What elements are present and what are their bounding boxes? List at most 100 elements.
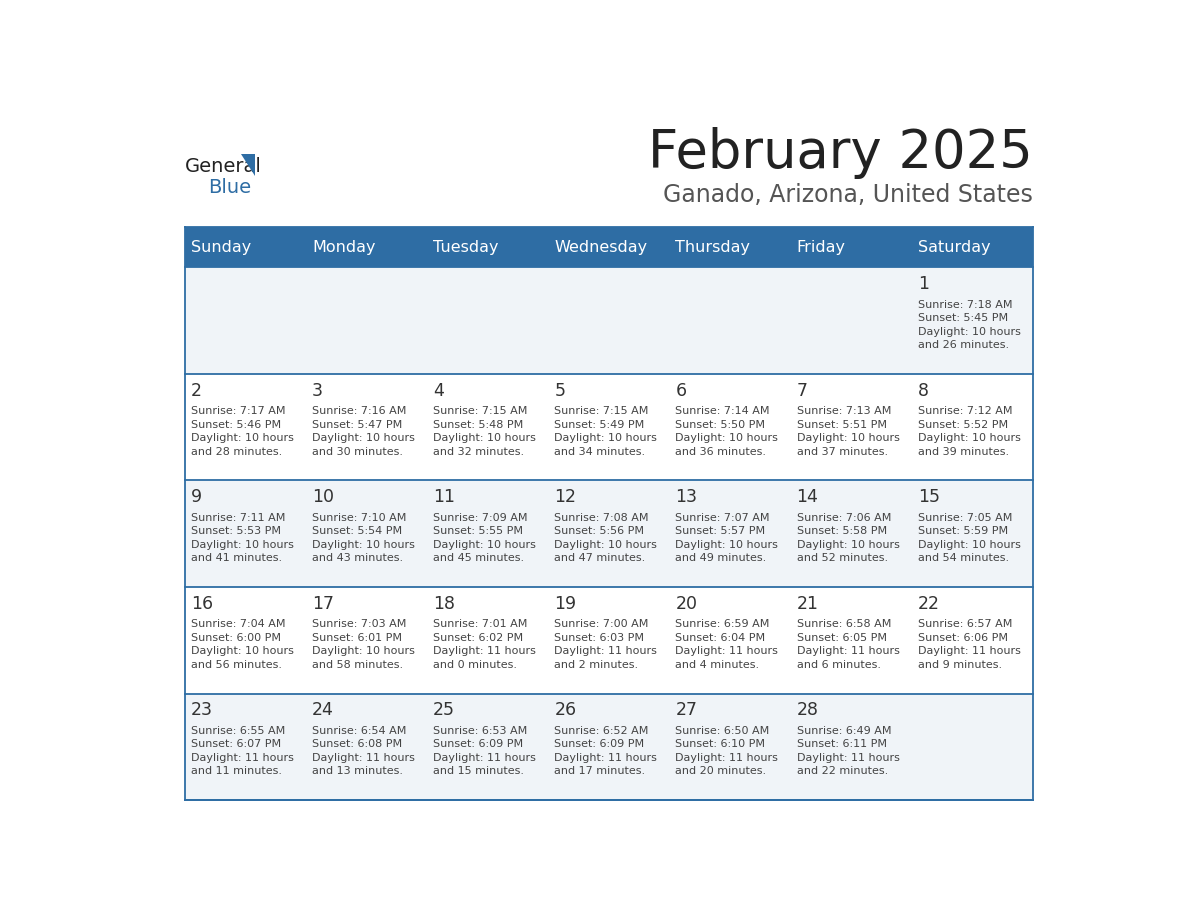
Text: Daylight: 10 hours: Daylight: 10 hours: [676, 540, 778, 550]
Text: and 0 minutes.: and 0 minutes.: [434, 660, 517, 670]
Text: 22: 22: [917, 595, 940, 612]
Text: Daylight: 10 hours: Daylight: 10 hours: [312, 540, 415, 550]
Text: Daylight: 10 hours: Daylight: 10 hours: [191, 433, 293, 443]
Bar: [911, 374, 1032, 480]
Text: and 17 minutes.: and 17 minutes.: [555, 767, 645, 777]
Text: Daylight: 10 hours: Daylight: 10 hours: [917, 327, 1020, 337]
Text: 24: 24: [312, 701, 334, 719]
Bar: [185, 587, 307, 693]
Bar: [549, 587, 669, 693]
Text: Sunset: 6:09 PM: Sunset: 6:09 PM: [434, 739, 524, 749]
Text: and 28 minutes.: and 28 minutes.: [191, 446, 283, 456]
Bar: [669, 227, 790, 267]
Text: Sunset: 6:06 PM: Sunset: 6:06 PM: [917, 633, 1007, 643]
Text: Wednesday: Wednesday: [555, 240, 647, 254]
Bar: [185, 374, 307, 480]
Text: Sunset: 5:59 PM: Sunset: 5:59 PM: [917, 526, 1007, 536]
Text: Sunset: 6:05 PM: Sunset: 6:05 PM: [797, 633, 886, 643]
Text: Daylight: 10 hours: Daylight: 10 hours: [555, 433, 657, 443]
Text: 4: 4: [434, 382, 444, 399]
Text: Daylight: 10 hours: Daylight: 10 hours: [312, 646, 415, 656]
Text: 1: 1: [917, 274, 929, 293]
Bar: [549, 227, 669, 267]
Text: and 2 minutes.: and 2 minutes.: [555, 660, 638, 670]
Text: Sunrise: 7:07 AM: Sunrise: 7:07 AM: [676, 513, 770, 522]
Text: 2: 2: [191, 382, 202, 399]
Text: 26: 26: [555, 701, 576, 719]
Text: Sunrise: 6:59 AM: Sunrise: 6:59 AM: [676, 620, 770, 629]
Text: Daylight: 11 hours: Daylight: 11 hours: [555, 753, 657, 763]
Text: Daylight: 10 hours: Daylight: 10 hours: [434, 540, 536, 550]
Text: Daylight: 10 hours: Daylight: 10 hours: [917, 433, 1020, 443]
Text: Daylight: 10 hours: Daylight: 10 hours: [191, 646, 293, 656]
Bar: [428, 227, 549, 267]
Text: 10: 10: [312, 488, 334, 506]
Text: Sunset: 6:08 PM: Sunset: 6:08 PM: [312, 739, 403, 749]
Text: Daylight: 11 hours: Daylight: 11 hours: [676, 646, 778, 656]
Text: Sunrise: 6:49 AM: Sunrise: 6:49 AM: [797, 726, 891, 736]
Text: and 30 minutes.: and 30 minutes.: [312, 446, 403, 456]
Text: and 54 minutes.: and 54 minutes.: [917, 554, 1009, 563]
Text: Daylight: 10 hours: Daylight: 10 hours: [191, 540, 293, 550]
Text: Sunrise: 7:16 AM: Sunrise: 7:16 AM: [312, 406, 406, 416]
Text: Sunrise: 7:18 AM: Sunrise: 7:18 AM: [917, 299, 1012, 309]
Text: Sunset: 5:51 PM: Sunset: 5:51 PM: [797, 420, 886, 430]
Text: 3: 3: [312, 382, 323, 399]
Text: 17: 17: [312, 595, 334, 612]
Bar: [185, 227, 307, 267]
Text: Sunset: 6:01 PM: Sunset: 6:01 PM: [312, 633, 402, 643]
Text: Sunrise: 6:53 AM: Sunrise: 6:53 AM: [434, 726, 527, 736]
Text: Sunrise: 7:15 AM: Sunrise: 7:15 AM: [434, 406, 527, 416]
Text: Sunrise: 7:03 AM: Sunrise: 7:03 AM: [312, 620, 406, 629]
Text: February 2025: February 2025: [647, 127, 1032, 178]
Text: Sunset: 5:54 PM: Sunset: 5:54 PM: [312, 526, 403, 536]
Text: Daylight: 11 hours: Daylight: 11 hours: [917, 646, 1020, 656]
Text: 12: 12: [555, 488, 576, 506]
Bar: [428, 587, 549, 693]
Text: Sunrise: 7:00 AM: Sunrise: 7:00 AM: [555, 620, 649, 629]
Bar: [669, 693, 790, 800]
Text: Monday: Monday: [312, 240, 375, 254]
Bar: [669, 267, 790, 374]
Text: Daylight: 11 hours: Daylight: 11 hours: [797, 753, 899, 763]
Text: and 36 minutes.: and 36 minutes.: [676, 446, 766, 456]
Text: Sunrise: 7:17 AM: Sunrise: 7:17 AM: [191, 406, 285, 416]
Text: Sunrise: 7:06 AM: Sunrise: 7:06 AM: [797, 513, 891, 522]
Text: Daylight: 10 hours: Daylight: 10 hours: [555, 540, 657, 550]
Text: Sunrise: 6:52 AM: Sunrise: 6:52 AM: [555, 726, 649, 736]
Text: Ganado, Arizona, United States: Ganado, Arizona, United States: [663, 183, 1032, 207]
Text: 6: 6: [676, 382, 687, 399]
Text: Thursday: Thursday: [676, 240, 751, 254]
Text: Sunrise: 7:11 AM: Sunrise: 7:11 AM: [191, 513, 285, 522]
Text: 15: 15: [917, 488, 940, 506]
Text: Sunset: 5:56 PM: Sunset: 5:56 PM: [555, 526, 644, 536]
Text: Daylight: 11 hours: Daylight: 11 hours: [434, 753, 536, 763]
Bar: [307, 693, 428, 800]
Text: Sunrise: 6:58 AM: Sunrise: 6:58 AM: [797, 620, 891, 629]
Text: Sunset: 5:49 PM: Sunset: 5:49 PM: [555, 420, 645, 430]
Bar: [549, 480, 669, 587]
Text: Sunrise: 6:55 AM: Sunrise: 6:55 AM: [191, 726, 285, 736]
Text: General: General: [185, 157, 261, 176]
Bar: [911, 227, 1032, 267]
Bar: [669, 587, 790, 693]
Bar: [428, 374, 549, 480]
Text: Sunset: 5:53 PM: Sunset: 5:53 PM: [191, 526, 282, 536]
Text: Blue: Blue: [208, 178, 252, 197]
Text: Daylight: 11 hours: Daylight: 11 hours: [434, 646, 536, 656]
Text: 5: 5: [555, 382, 565, 399]
Text: Daylight: 11 hours: Daylight: 11 hours: [797, 646, 899, 656]
Text: Daylight: 10 hours: Daylight: 10 hours: [797, 433, 899, 443]
Text: and 43 minutes.: and 43 minutes.: [312, 554, 403, 563]
Text: Sunset: 6:04 PM: Sunset: 6:04 PM: [676, 633, 765, 643]
Text: Sunrise: 6:54 AM: Sunrise: 6:54 AM: [312, 726, 406, 736]
Text: Daylight: 11 hours: Daylight: 11 hours: [676, 753, 778, 763]
Text: 25: 25: [434, 701, 455, 719]
Text: Sunrise: 7:08 AM: Sunrise: 7:08 AM: [555, 513, 649, 522]
Text: Sunset: 6:03 PM: Sunset: 6:03 PM: [555, 633, 644, 643]
Text: 8: 8: [917, 382, 929, 399]
Text: Sunrise: 7:13 AM: Sunrise: 7:13 AM: [797, 406, 891, 416]
Text: and 37 minutes.: and 37 minutes.: [797, 446, 887, 456]
Text: Sunset: 6:10 PM: Sunset: 6:10 PM: [676, 739, 765, 749]
Text: Friday: Friday: [797, 240, 846, 254]
